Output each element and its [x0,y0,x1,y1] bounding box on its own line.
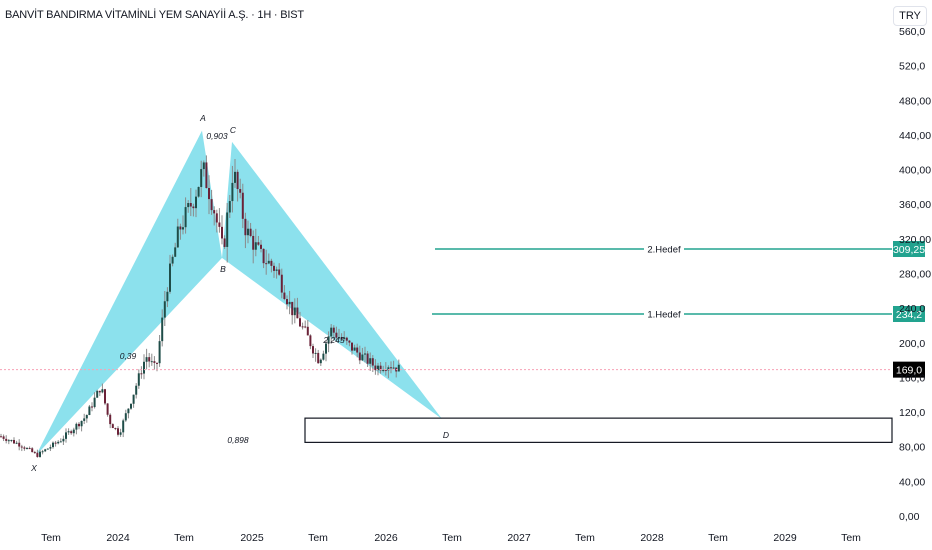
pattern-ratio: 0,903 [206,131,228,141]
price-tick: 440,00 [899,130,931,142]
target-price-badge [893,241,925,257]
time-tick: Tem [174,532,194,544]
pattern-point-x: X [30,463,37,473]
overlays: 2.Hedef 309,25 1.Hedef 234,2 169,0 X A B C D 0,39 0… [0,113,925,473]
target-price-text: 309,25 [893,244,925,256]
time-tick: 2024 [106,532,130,544]
time-tick: Tem [575,532,595,544]
price-tick: 360,00 [899,199,931,211]
pattern-point-d: D [443,430,449,440]
pattern-point-c: C [230,125,237,135]
time-tick: 2027 [507,532,531,544]
target-zone-box[interactable] [304,417,893,443]
bcd-triangle[interactable] [222,141,442,419]
target-price-badge [893,306,925,322]
symbol-title: BANVİT BANDIRMA VİTAMİNLİ YEM SANAYİİ A.… [5,9,304,21]
time-tick: 2026 [374,532,398,544]
target-price-text: 234,2 [896,309,922,321]
price-axis[interactable]: 560,0 520,0 480,00 440,00 400,00 360,00 320,00… [899,26,931,523]
target-label: 2.Hedef [647,245,681,256]
price-tick: 520,0 [899,61,925,73]
time-tick: Tem [308,532,328,544]
price-tick: 40,00 [899,476,925,488]
time-tick: Tem [442,532,462,544]
time-tick: 2029 [773,532,797,544]
price-tick: 320,00 [899,234,931,246]
time-tick: Tem [841,532,861,544]
time-tick: Tem [708,532,728,544]
harmonic-pattern[interactable] [36,130,442,456]
time-tick: 2025 [240,532,264,544]
pattern-ratio: 0,39 [120,351,137,361]
time-tick: 2028 [640,532,664,544]
current-price-badge [893,361,925,378]
price-tick: 160,0 [899,372,925,384]
price-tick: 560,0 [899,26,925,38]
currency-button[interactable]: TRY [893,6,927,26]
time-axis[interactable]: Tem 2024 Tem 2025 Tem 2026 Tem 2027 Tem 2028 Tem 20… [41,532,861,544]
price-tick: 0,00 [899,511,920,523]
pattern-ratio: 2,245 [322,335,345,345]
candles [0,155,400,458]
current-price-text: 169,0 [896,365,922,377]
pattern-point-a: A [199,113,206,123]
xab-triangle[interactable] [36,130,222,456]
price-tick: 120,0 [899,407,925,419]
pattern-point-b: B [220,264,226,274]
price-tick: 240,0 [899,303,925,315]
target-label: 1.Hedef [647,310,681,321]
time-tick: Tem [41,532,61,544]
price-tick: 280,00 [899,269,931,281]
price-tick: 80,00 [899,442,925,454]
price-tick: 400,00 [899,165,931,177]
pattern-ratio: 0,898 [227,435,249,445]
price-tick: 480,00 [899,95,931,107]
price-tick: 200,0 [899,338,925,350]
